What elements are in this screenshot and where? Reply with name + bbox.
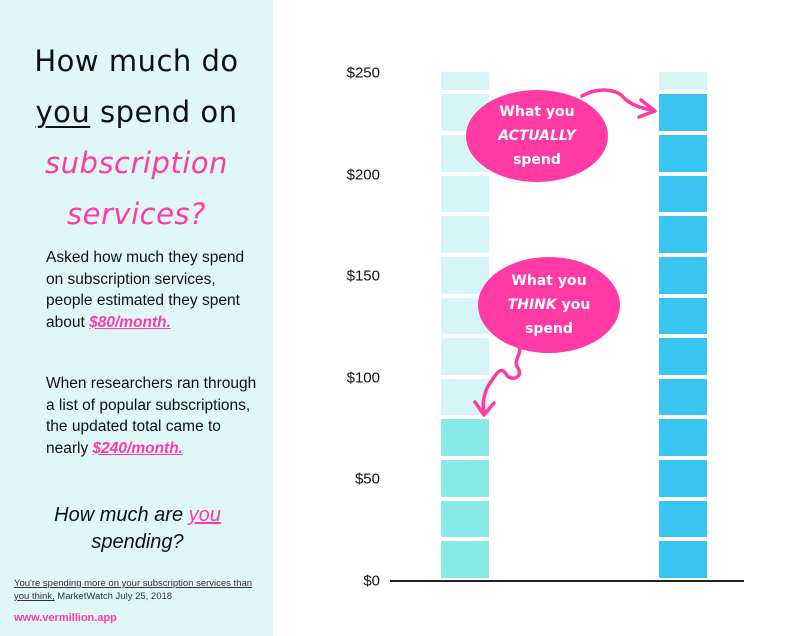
think-bar-segment xyxy=(441,460,489,497)
headline-you: you xyxy=(35,95,91,129)
actual-paragraph: When researchers ran through a list of p… xyxy=(46,373,261,459)
actual-bar-segment xyxy=(659,378,707,416)
y-tick-label: $150 xyxy=(346,267,380,285)
actually-line3: spend xyxy=(513,152,561,168)
question-before: How much are xyxy=(54,504,189,526)
headline-subscription: subscription xyxy=(45,146,228,180)
y-tick-label: $200 xyxy=(346,166,380,184)
actually-arrow xyxy=(580,88,654,112)
y-tick-label: $50 xyxy=(354,470,380,488)
actually-bubble: What you ACTUALLY spend xyxy=(466,90,608,182)
think-bar-segment xyxy=(441,72,489,91)
actual-bar-segment xyxy=(659,72,707,91)
actual-bar-segment xyxy=(659,94,707,131)
think-bar-segment xyxy=(441,541,489,578)
source-citation: You're spending more on your subscriptio… xyxy=(14,577,264,603)
think-bubble: What you THINK you spend xyxy=(478,257,620,353)
think-line2: THINK xyxy=(507,297,557,313)
question-after: spending? xyxy=(91,531,184,553)
actual-bar-segment xyxy=(659,460,707,497)
think-arrowhead xyxy=(473,400,496,417)
actual-text: When researchers ran through a list of p… xyxy=(46,375,257,457)
closing-question: How much are you spending? xyxy=(20,502,255,556)
think-bar-segment xyxy=(441,256,489,294)
think-bar-segment xyxy=(441,338,489,375)
x-axis-line xyxy=(390,580,744,582)
think-bar-segment xyxy=(441,419,489,457)
actually-line1: What you xyxy=(499,104,575,120)
question-you: you xyxy=(188,504,221,526)
actually-line2: ACTUALLY xyxy=(498,128,576,144)
actual-bar-segment xyxy=(659,256,707,294)
headline-line1: How much do xyxy=(34,44,239,78)
headline-spend-on: spend on xyxy=(90,95,238,129)
actual-amount: $240/month. xyxy=(92,439,183,457)
actual-bar-segment xyxy=(659,419,707,457)
estimate-text: Asked how much they spend on subscriptio… xyxy=(46,249,245,331)
think-bar-segment xyxy=(441,175,489,213)
actual-bar-segment xyxy=(659,216,707,253)
estimate-amount: $80/month. xyxy=(89,313,171,331)
actual-bar-segment xyxy=(659,175,707,213)
actual-bar-segment xyxy=(659,500,707,538)
source-details: MarketWatch July 25, 2018 xyxy=(54,591,173,602)
think-arrow xyxy=(481,340,522,414)
think-line2-rest: you xyxy=(556,297,591,313)
left-panel: How much do you spend on subscription se… xyxy=(0,0,273,636)
actual-bar-segment xyxy=(659,297,707,335)
actual-bar-segment xyxy=(659,541,707,578)
y-tick-label: $100 xyxy=(346,369,380,387)
source-link[interactable]: You're spending more on your subscriptio… xyxy=(14,578,253,602)
think-line3: spend xyxy=(525,321,573,337)
think-bar-segment xyxy=(441,216,489,253)
actual-bar-segment xyxy=(659,134,707,172)
actually-arrowhead xyxy=(637,98,657,119)
think-bar-segment xyxy=(441,500,489,538)
actual-bar-segment xyxy=(659,338,707,375)
site-url[interactable]: www.vermillion.app xyxy=(14,612,117,624)
think-line1: What you xyxy=(511,273,587,289)
y-tick-label: $0 xyxy=(363,572,380,590)
headline: How much do you spend on subscription se… xyxy=(0,36,273,240)
estimate-paragraph: Asked how much they spend on subscriptio… xyxy=(46,247,261,333)
y-tick-label: $250 xyxy=(346,64,380,82)
headline-services: services? xyxy=(67,197,206,231)
